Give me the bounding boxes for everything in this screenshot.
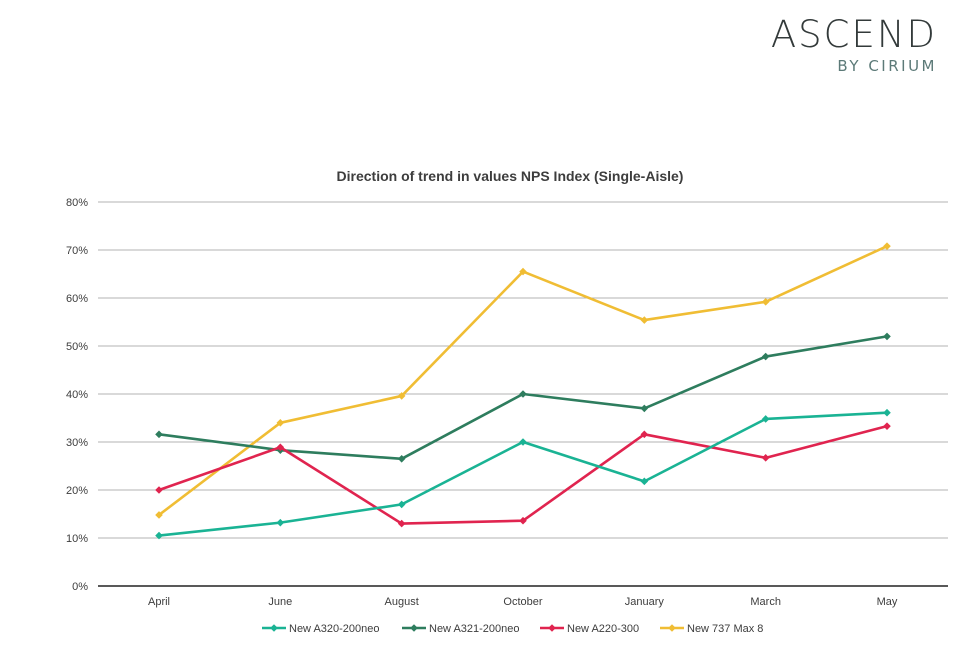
legend-label: New A321-200neo [429, 623, 520, 635]
legend-swatch-marker [548, 624, 556, 632]
data-point [519, 390, 527, 398]
y-tick-label: 40% [66, 389, 88, 401]
chart-title: Direction of trend in values NPS Index (… [337, 168, 684, 184]
data-point [883, 408, 891, 417]
data-point [761, 352, 770, 361]
ascend-logo: ASCEND BY CIRIUM [771, 14, 937, 76]
data-point [397, 500, 406, 509]
data-point [397, 519, 406, 528]
x-tick-label: October [503, 596, 542, 608]
data-point [640, 430, 649, 439]
data-point [640, 316, 649, 324]
x-axis-ticks: April June August October January March May [148, 596, 898, 608]
data-point [640, 404, 649, 413]
legend-item: New 737 Max 8 [660, 623, 763, 635]
data-point [519, 516, 527, 525]
x-tick-label: January [625, 596, 665, 608]
data-point [397, 455, 406, 463]
x-tick-label: August [385, 596, 419, 608]
grid-lines [98, 201, 948, 587]
x-tick-label: June [268, 596, 292, 608]
y-axis-ticks: 0% 10% 20% 30% 40% 50% 60% 70% 80% [66, 197, 88, 593]
legend-swatch-marker [410, 624, 418, 632]
data-point [155, 430, 163, 439]
data-point [761, 415, 770, 423]
logo-main-text: ASCEND [770, 13, 937, 56]
series-line [157, 244, 889, 517]
legend-label: New 737 Max 8 [687, 623, 763, 635]
data-point [155, 511, 163, 519]
legend-item: New A321-200neo [402, 623, 520, 635]
data-point [883, 242, 891, 250]
y-tick-label: 50% [66, 341, 88, 353]
legend-item: New A220-300 [540, 623, 639, 635]
legend-item: New A320-200neo [262, 623, 380, 635]
y-tick-label: 30% [66, 437, 88, 449]
data-point [761, 454, 770, 462]
data-point [519, 438, 527, 446]
data-point [397, 392, 406, 400]
y-tick-label: 70% [66, 245, 88, 257]
y-tick-label: 0% [72, 581, 88, 593]
logo-sub-text: BY CIRIUM [837, 57, 937, 75]
legend: New A320-200neo New A321-200neo New A220-3… [262, 623, 763, 635]
data-point [640, 477, 649, 486]
data-point [761, 298, 770, 306]
data-point [276, 419, 285, 427]
legend-label: New A320-200neo [289, 623, 380, 635]
y-tick-label: 10% [66, 533, 88, 545]
data-point [883, 332, 891, 341]
x-tick-label: April [148, 596, 170, 608]
data-point [155, 486, 163, 494]
y-tick-label: 20% [66, 485, 88, 497]
y-tick-label: 60% [66, 293, 88, 305]
legend-swatch-marker [668, 624, 676, 632]
data-point [519, 267, 527, 276]
series-lines [155, 242, 891, 540]
x-tick-label: March [750, 596, 781, 608]
data-point [883, 422, 891, 430]
legend-label: New A220-300 [567, 623, 639, 635]
data-point [155, 531, 163, 540]
y-tick-label: 80% [66, 197, 88, 209]
x-tick-label: May [877, 596, 898, 608]
data-point [276, 518, 285, 527]
data-point [276, 443, 285, 452]
legend-swatch-marker [270, 624, 278, 632]
